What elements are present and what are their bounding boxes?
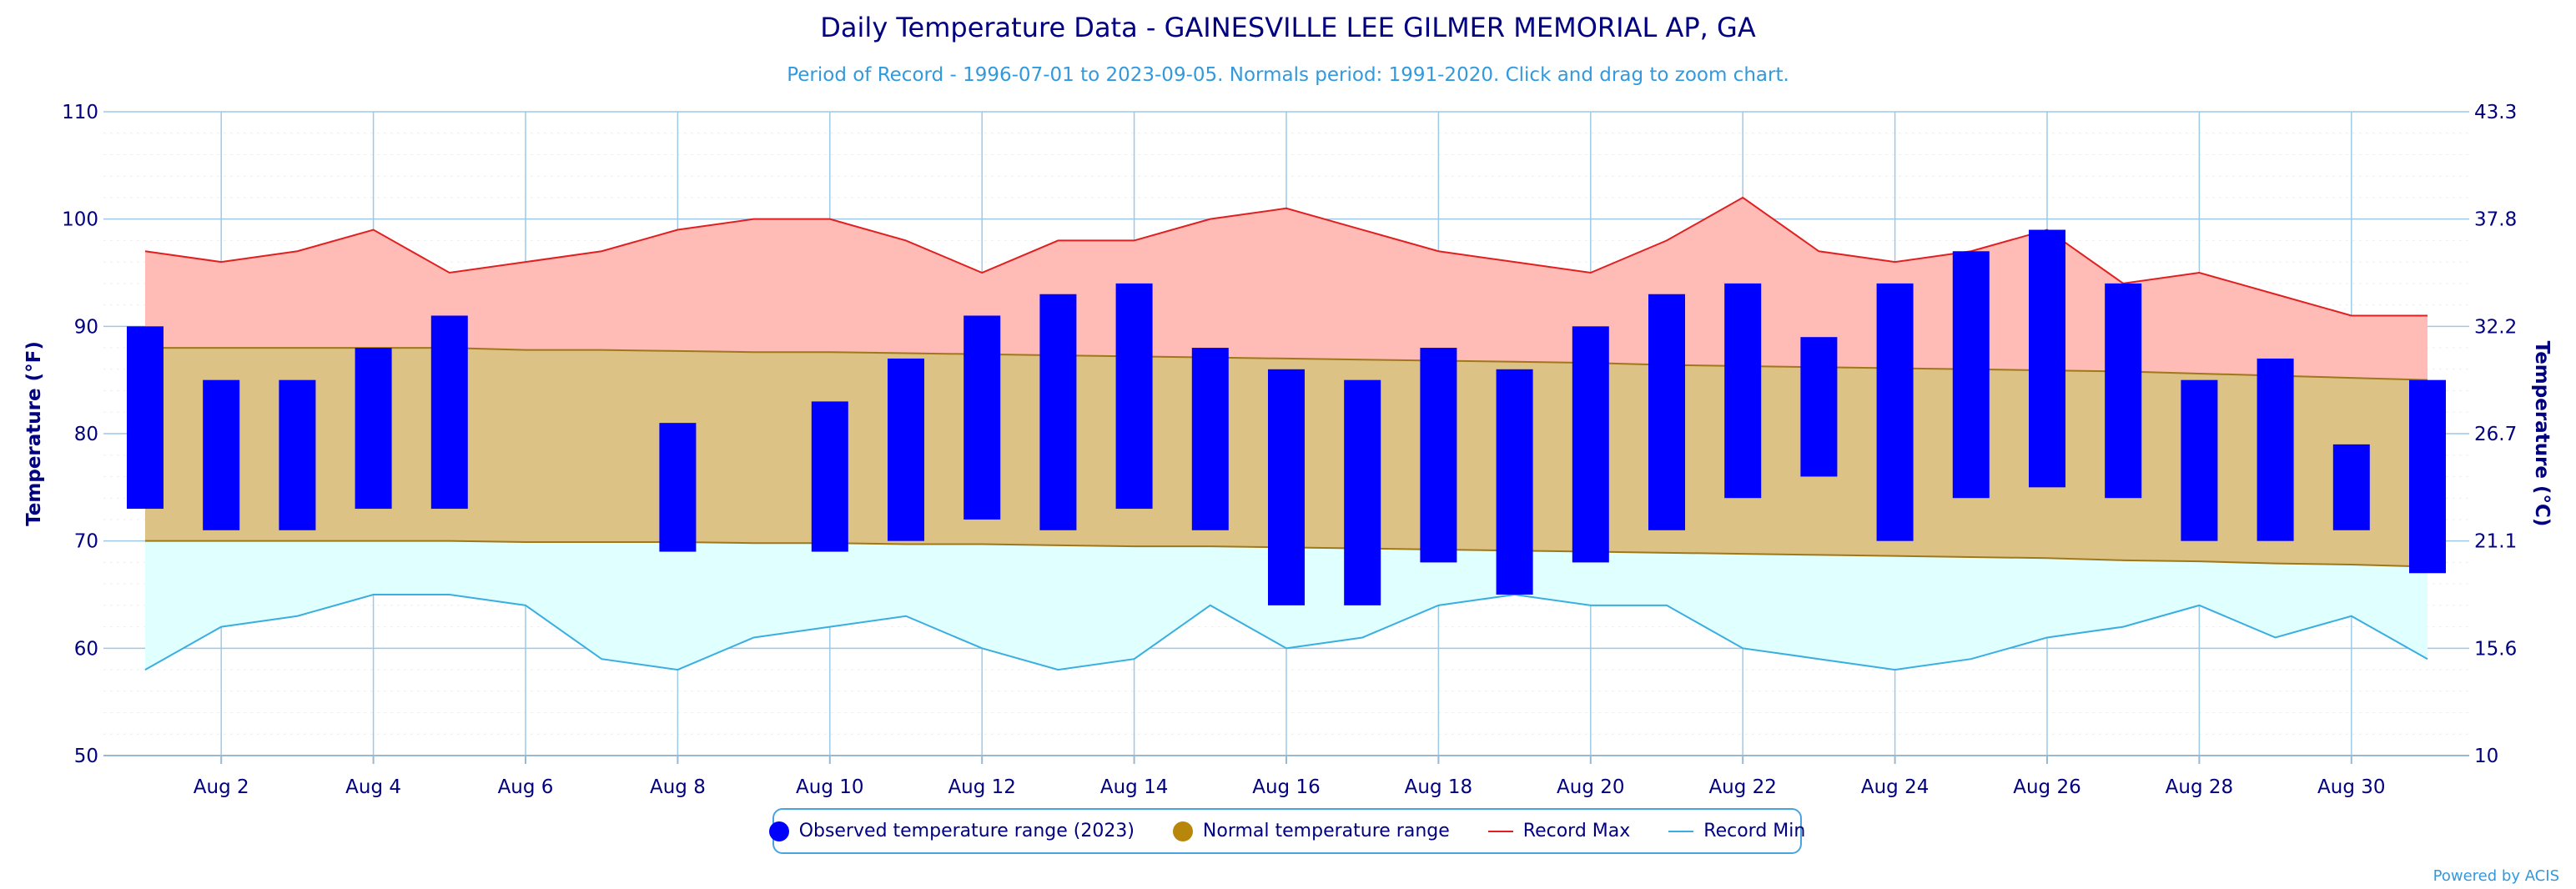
- observed-range-bar: [1572, 326, 1609, 563]
- x-tick-label: Aug 30: [2317, 776, 2386, 798]
- y-tick-label-left: 80: [74, 424, 98, 445]
- observed-range-bar: [1724, 283, 1762, 499]
- observed-range-bar: [2181, 379, 2218, 541]
- y-tick-label-left: 60: [74, 638, 98, 660]
- observed-range-bar: [1268, 369, 1305, 605]
- x-tick-label: Aug 14: [1100, 776, 1169, 798]
- x-tick-label: Aug 22: [1708, 776, 1777, 798]
- observed-range-bar: [1952, 251, 1990, 499]
- y-tick-label-left: 110: [62, 102, 98, 123]
- legend-observed-label: Observed temperature range (2023): [798, 821, 1135, 841]
- observed-range-bar: [811, 401, 848, 552]
- observed-range-bar: [355, 348, 392, 510]
- y-tick-label-right: 43.3: [2474, 102, 2517, 123]
- record-min-line: [144, 593, 2428, 671]
- observed-range-bar: [2105, 283, 2142, 499]
- observed-range-bar: [1115, 283, 1153, 510]
- x-tick-label: Aug 2: [194, 776, 249, 798]
- observed-range-bar: [2257, 358, 2294, 541]
- observed-range-bar: [888, 358, 924, 541]
- legend-item-record-max[interactable]: Record Max: [1487, 821, 1631, 841]
- legend-observed-swatch: [768, 821, 789, 841]
- observed-range-bar: [1648, 294, 1685, 530]
- x-tick-label: Aug 12: [948, 776, 1016, 798]
- y-axis-title-right: Temperature (°C): [2531, 341, 2553, 527]
- observed-range-bar: [659, 423, 697, 552]
- legend-item-record-min[interactable]: Record Min: [1668, 821, 1805, 841]
- legend-item-observed[interactable]: Observed temperature range (2023): [768, 821, 1135, 841]
- legend-record-max-swatch: [1487, 830, 1513, 832]
- observed-range-bar: [2029, 229, 2065, 488]
- observed-range-bar: [2409, 379, 2446, 574]
- observed-range-bar: [963, 315, 1001, 520]
- observed-range-bar: [1191, 348, 1229, 530]
- legend-item-normal[interactable]: Normal temperature range: [1172, 821, 1450, 841]
- observed-range-bar: [2332, 444, 2370, 530]
- legend: Observed temperature range (2023) Normal…: [768, 808, 1805, 854]
- x-tick-label: Aug 4: [345, 776, 401, 798]
- axes: 50 10 60 15.6 70 21.1 80 26.7 90 32.2 100 37.8 110 43…: [62, 102, 2517, 798]
- observed-bars: [127, 229, 2446, 605]
- x-tick-label: Aug 18: [1405, 776, 1473, 798]
- observed-range-bar: [1496, 369, 1533, 595]
- y-tick-label-left: 70: [74, 531, 98, 553]
- y-tick-label-right: 32.2: [2474, 316, 2517, 338]
- observed-range-bar: [1420, 348, 1457, 563]
- legend-normal-swatch: [1172, 821, 1193, 841]
- y-tick-label-right: 15.6: [2474, 638, 2517, 660]
- chart-subtitle: Period of Record - 1996-07-01 to 2023-09…: [787, 64, 1789, 86]
- observed-range-bar: [1039, 294, 1077, 530]
- x-tick-label: Aug 8: [650, 776, 706, 798]
- legend-record-min-swatch: [1668, 830, 1694, 832]
- x-tick-label: Aug 16: [1252, 776, 1321, 798]
- y-tick-label-left: 90: [74, 316, 98, 338]
- y-axis-title-left: Temperature (°F): [23, 341, 45, 526]
- observed-range-bar: [430, 315, 468, 510]
- legend-record-min-label: Record Min: [1703, 821, 1806, 841]
- record-max-band: [145, 197, 2428, 380]
- legend-record-max-label: Record Max: [1522, 821, 1631, 841]
- x-tick-label: Aug 28: [2166, 776, 2234, 798]
- x-tick-label: Aug 6: [498, 776, 554, 798]
- observed-range-bar: [279, 379, 316, 530]
- y-tick-label-left: 50: [74, 746, 98, 767]
- y-tick-label-right: 21.1: [2474, 531, 2517, 553]
- y-tick-label-right: 26.7: [2474, 424, 2517, 445]
- x-tick-label: Aug 26: [2013, 776, 2081, 798]
- x-tick-label: Aug 10: [796, 776, 864, 798]
- x-tick-label: Aug 20: [1557, 776, 1625, 798]
- chart-title: Daily Temperature Data - GAINESVILLE LEE…: [820, 12, 1756, 43]
- observed-range-bar: [1344, 379, 1381, 605]
- x-tick-label: Aug 24: [1861, 776, 1929, 798]
- observed-range-bar: [1876, 283, 1914, 541]
- y-tick-label-right: 37.8: [2474, 209, 2517, 231]
- observed-range-bar: [127, 326, 164, 510]
- y-tick-label-left: 100: [62, 209, 98, 231]
- credit-text[interactable]: Powered by ACIS: [2433, 867, 2559, 885]
- observed-range-bar: [1800, 337, 1838, 477]
- legend-normal-label: Normal temperature range: [1202, 821, 1450, 841]
- y-tick-label-right: 10: [2474, 746, 2498, 767]
- observed-range-bar: [203, 379, 240, 530]
